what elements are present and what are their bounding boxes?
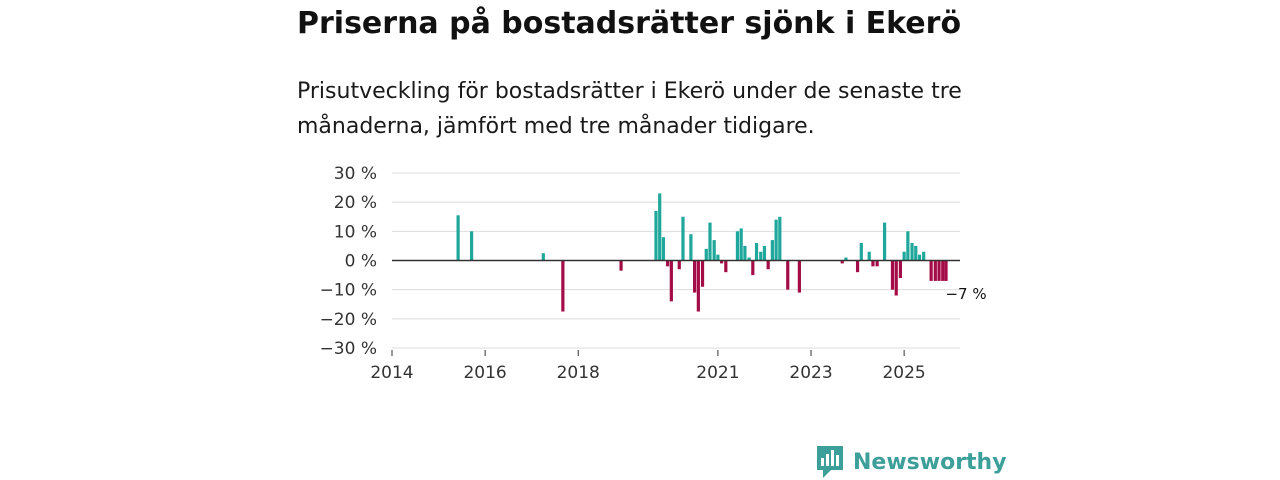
bars <box>456 193 948 312</box>
bar <box>704 248 708 261</box>
bar <box>693 260 697 293</box>
bar <box>894 260 898 296</box>
bar <box>859 243 863 261</box>
bar <box>470 231 474 261</box>
gridlines <box>392 172 960 349</box>
bar <box>778 216 782 261</box>
chart-title: Priserna på bostadsrätter sjönk i Ekerö <box>297 6 962 41</box>
chart-subtitle: Prisutveckling för bostadsrätter i Ekerö… <box>297 79 962 139</box>
bar <box>747 257 751 261</box>
bar <box>766 260 770 270</box>
bar <box>762 245 767 261</box>
bar <box>754 243 759 261</box>
bar <box>739 228 743 261</box>
bar <box>720 260 724 264</box>
bar <box>751 260 755 276</box>
bar <box>708 222 712 261</box>
x-tick-label: 2014 <box>370 363 413 383</box>
bar <box>456 215 460 261</box>
bar <box>910 243 914 261</box>
x-tick-label: 2021 <box>696 363 739 383</box>
bar <box>914 245 918 261</box>
x-tick-label: 2018 <box>557 363 600 383</box>
newsworthy-logo: Newsworthy <box>815 444 1007 480</box>
bar <box>944 260 948 281</box>
bar <box>696 260 700 312</box>
bar <box>941 260 945 281</box>
newsworthy-logo-icon <box>817 446 843 478</box>
y-tick-label: 10 % <box>334 222 377 242</box>
bar <box>902 251 906 261</box>
bar <box>933 260 937 281</box>
y-tick-label: 20 % <box>334 193 377 213</box>
bar <box>561 260 565 312</box>
bar <box>882 222 887 261</box>
bar <box>712 240 716 261</box>
bar <box>937 260 941 281</box>
bar-chart: 30 %20 %10 %0 %−10 %−20 %−30 % 2014 2016 2… <box>320 164 987 383</box>
bar <box>770 240 774 261</box>
bar <box>844 257 848 261</box>
x-tick-label: 2023 <box>789 363 832 383</box>
bar <box>906 231 910 261</box>
brand-name: Newsworthy <box>853 449 1007 475</box>
bar <box>666 260 670 267</box>
x-tick-label: 2016 <box>463 363 506 383</box>
bar <box>724 260 728 273</box>
bar <box>700 260 705 287</box>
bar <box>774 219 778 261</box>
bar <box>871 260 875 267</box>
x-tick-label: 2025 <box>882 363 925 383</box>
y-axis-ticks: 30 % 20 % 10 % 0 % −10 % −20 % −30 % <box>320 164 377 359</box>
bar <box>786 260 790 290</box>
bar <box>541 253 545 261</box>
bar <box>654 210 658 261</box>
y-tick-label: −20 % <box>320 310 377 330</box>
bar <box>681 216 685 261</box>
y-tick-label: 30 % <box>334 164 377 184</box>
last-value-annotation: −7 % <box>945 285 986 303</box>
bar <box>929 260 933 281</box>
x-axis: 2014 2016 2018 2021 2023 2025 <box>370 350 926 383</box>
bar <box>917 254 922 261</box>
bar <box>716 254 720 261</box>
bar <box>689 234 693 261</box>
bar <box>677 260 681 270</box>
bar <box>797 260 801 293</box>
bar <box>658 193 662 261</box>
bar <box>898 260 903 278</box>
bar <box>890 260 895 290</box>
bar <box>875 260 879 267</box>
bar <box>669 260 673 302</box>
bar <box>743 245 747 261</box>
bar <box>735 231 740 261</box>
bar <box>619 260 623 271</box>
bar <box>840 260 844 264</box>
bar <box>922 251 926 261</box>
y-tick-label: −30 % <box>320 339 377 359</box>
y-tick-label: −10 % <box>320 281 377 301</box>
bar <box>661 237 666 261</box>
bar <box>855 260 860 273</box>
y-tick-label: 0 % <box>345 252 377 272</box>
bar <box>759 251 763 261</box>
bar <box>867 251 871 261</box>
